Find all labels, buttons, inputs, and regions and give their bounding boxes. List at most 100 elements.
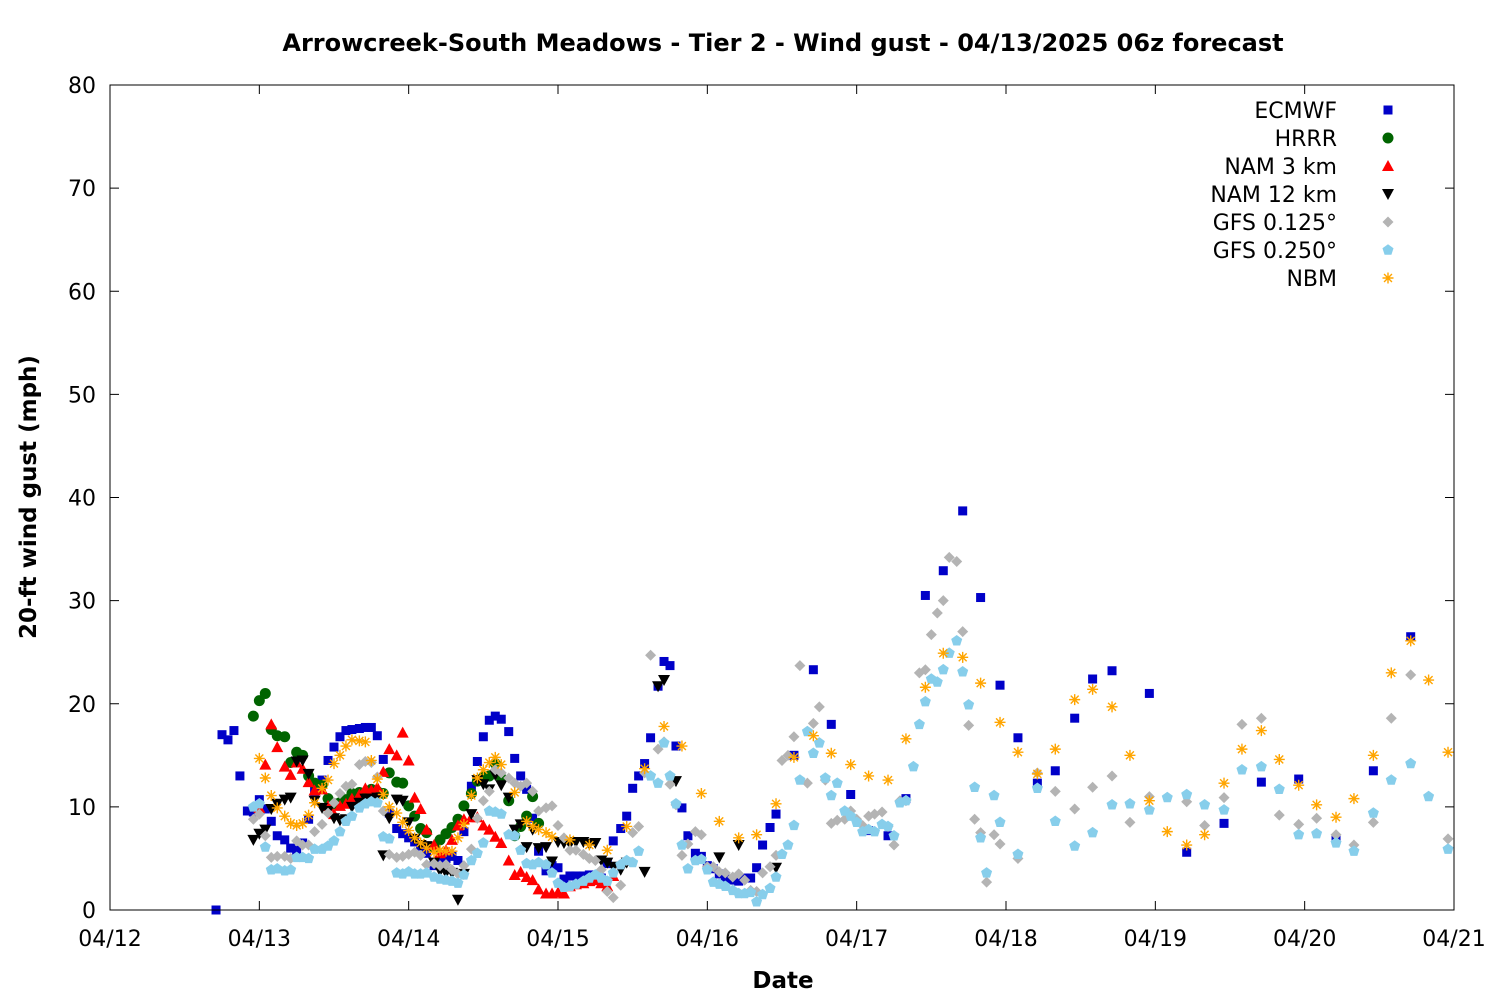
data-point: [383, 833, 395, 844]
data-point: [1069, 694, 1081, 706]
data-point: [1405, 635, 1417, 647]
data-point: [489, 751, 501, 763]
data-point: [459, 827, 469, 837]
data-point: [1069, 840, 1081, 851]
data-point: [533, 824, 545, 836]
data-point: [615, 879, 627, 891]
data-point: [446, 845, 458, 857]
data-point: [1199, 819, 1211, 831]
data-point: [440, 859, 452, 871]
data-point: [1405, 669, 1417, 681]
data-point: [925, 629, 937, 641]
data-point: [752, 863, 762, 873]
data-point: [360, 722, 370, 732]
data-point: [280, 835, 290, 845]
data-point: [819, 772, 831, 783]
data-point: [253, 695, 265, 707]
data-point: [396, 726, 409, 738]
data-point: [1049, 785, 1061, 797]
data-point: [788, 751, 800, 763]
data-point: [286, 843, 296, 853]
data-point: [328, 797, 340, 809]
data-point: [396, 795, 409, 807]
data-point: [771, 809, 781, 819]
data-point: [495, 759, 507, 771]
data-point: [807, 730, 819, 742]
data-point: [1106, 770, 1118, 782]
data-point: [302, 768, 315, 780]
data-point: [328, 835, 340, 846]
legend-marker: [1383, 105, 1393, 115]
data-point: [371, 773, 383, 785]
data-point: [495, 780, 508, 792]
data-point: [546, 856, 559, 868]
data-point: [383, 743, 396, 755]
data-point: [471, 847, 483, 858]
data-point: [557, 887, 570, 899]
data-point: [919, 695, 931, 707]
data-point: [988, 829, 1000, 841]
data-point: [359, 736, 371, 748]
data-point: [1273, 753, 1285, 765]
data-point: [951, 555, 963, 567]
data-point: [701, 863, 713, 875]
data-point: [397, 816, 409, 828]
data-point: [520, 871, 533, 882]
data-point: [831, 814, 843, 826]
data-point: [1181, 839, 1193, 851]
x-tick-label: 04/14: [377, 927, 440, 952]
y-tick-label: 20: [68, 693, 96, 718]
data-point: [846, 790, 856, 799]
data-point: [541, 866, 551, 876]
data-point: [477, 837, 489, 848]
data-point: [1368, 766, 1378, 776]
data-point: [1293, 818, 1305, 830]
data-point: [1124, 816, 1136, 828]
data-point: [292, 845, 302, 855]
data-point: [601, 857, 614, 869]
data-point: [807, 717, 819, 729]
data-point: [477, 819, 490, 831]
data-point: [888, 839, 900, 851]
data-point: [1218, 792, 1230, 804]
data-point: [383, 801, 395, 813]
data-point: [390, 749, 403, 761]
data-point: [976, 593, 986, 603]
x-axis-label: Date: [752, 968, 813, 994]
data-point: [1330, 837, 1342, 848]
data-point: [428, 846, 440, 858]
data-point: [658, 675, 671, 687]
data-point: [272, 831, 282, 841]
data-point: [1367, 749, 1379, 761]
data-point: [334, 749, 346, 761]
data-point: [1050, 766, 1060, 776]
data-point: [516, 771, 526, 781]
data-point: [515, 844, 527, 855]
data-point: [994, 838, 1006, 850]
data-point: [366, 722, 376, 732]
series-gfs-0-250-: [247, 635, 1454, 907]
data-point: [677, 803, 687, 813]
data-point: [1256, 777, 1266, 787]
data-point: [509, 786, 521, 798]
data-point: [607, 892, 619, 904]
data-point: [546, 800, 558, 812]
legend-marker: [1382, 216, 1394, 228]
data-point: [414, 802, 427, 814]
data-point: [664, 770, 676, 781]
data-point: [788, 819, 800, 831]
data-point: [957, 626, 969, 638]
x-tick-label: 04/21: [1422, 927, 1485, 952]
data-point: [253, 797, 265, 809]
data-point: [265, 790, 277, 802]
data-point: [770, 871, 782, 882]
data-point: [919, 664, 931, 676]
data-point: [490, 711, 500, 721]
data-point: [378, 754, 388, 764]
data-point: [322, 807, 334, 819]
data-point: [398, 829, 408, 839]
data-point: [1311, 812, 1323, 824]
data-point: [440, 845, 452, 857]
data-point: [1367, 807, 1379, 818]
data-point: [764, 882, 776, 894]
